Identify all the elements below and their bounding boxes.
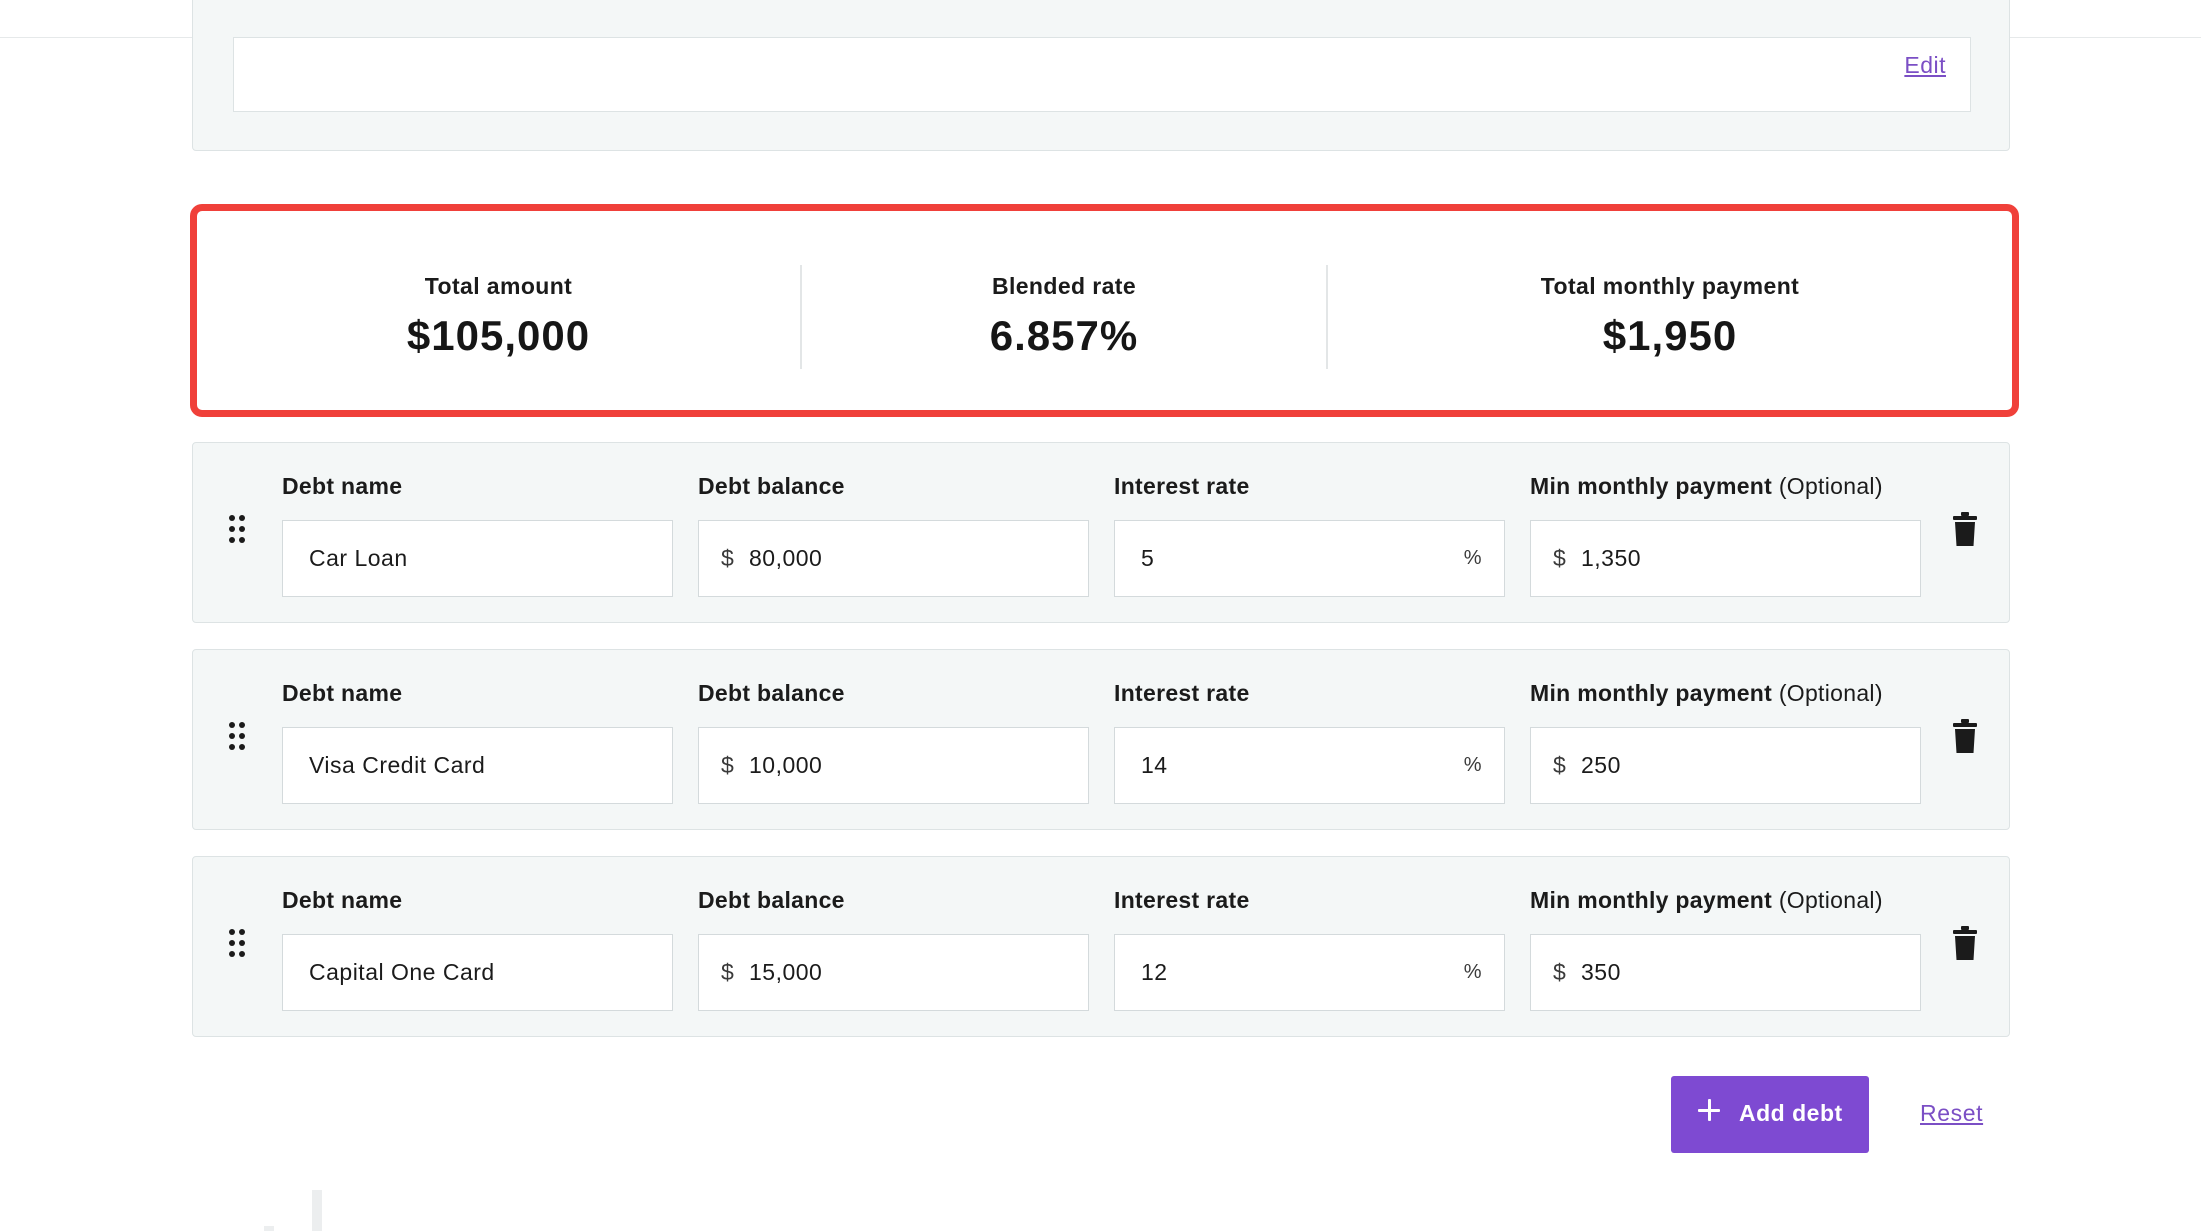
min-payment-label: Min monthly payment (Optional) bbox=[1530, 887, 1883, 914]
interest-rate-input[interactable]: 14 % bbox=[1114, 727, 1505, 804]
debt-balance-value: 80,000 bbox=[749, 545, 823, 571]
interest-rate-value: 12 bbox=[1141, 959, 1168, 985]
total-monthly-payment-label: Total monthly payment bbox=[1540, 273, 1800, 299]
debt-card: Debt name Car Loan Debt balance $ 80,000… bbox=[192, 442, 2010, 623]
optional-tag: (Optional) bbox=[1778, 680, 1883, 706]
debt-balance-input[interactable]: $ 10,000 bbox=[698, 727, 1089, 804]
drag-handle-icon[interactable] bbox=[229, 929, 249, 959]
debt-name-value: Car Loan bbox=[309, 545, 408, 571]
blended-rate-value: 6.857% bbox=[989, 312, 1139, 359]
currency-prefix: $ bbox=[1553, 545, 1567, 571]
currency-prefix: $ bbox=[721, 545, 735, 571]
min-payment-value: 350 bbox=[1581, 959, 1621, 985]
interest-rate-value: 14 bbox=[1141, 752, 1168, 778]
min-payment-input[interactable]: $ 350 bbox=[1530, 934, 1921, 1011]
min-payment-input[interactable]: $ 1,350 bbox=[1530, 520, 1921, 597]
debt-name-input[interactable]: Capital One Card bbox=[282, 934, 673, 1011]
trash-icon[interactable] bbox=[1953, 926, 1977, 960]
debt-name-input[interactable]: Visa Credit Card bbox=[282, 727, 673, 804]
optional-tag: (Optional) bbox=[1778, 887, 1883, 913]
chart-fragment bbox=[264, 1226, 274, 1231]
total-amount-label: Total amount bbox=[424, 273, 573, 299]
interest-rate-input[interactable]: 12 % bbox=[1114, 934, 1505, 1011]
reset-link[interactable]: Reset bbox=[1920, 1100, 1984, 1126]
min-payment-label: Min monthly payment (Optional) bbox=[1530, 680, 1883, 707]
debt-balance-label: Debt balance bbox=[698, 680, 845, 706]
chart-fragment bbox=[312, 1190, 322, 1231]
min-payment-label-text: Min monthly payment bbox=[1530, 473, 1773, 499]
debt-card: Debt name Capital One Card Debt balance … bbox=[192, 856, 2010, 1037]
currency-prefix: $ bbox=[1553, 959, 1567, 985]
debt-card: Debt name Visa Credit Card Debt balance … bbox=[192, 649, 2010, 830]
optional-tag: (Optional) bbox=[1778, 473, 1883, 499]
currency-prefix: $ bbox=[721, 959, 735, 985]
interest-rate-label: Interest rate bbox=[1114, 887, 1250, 913]
total-monthly-payment-stat: Total monthly payment $1,950 bbox=[1328, 211, 2012, 410]
min-payment-value: 1,350 bbox=[1581, 545, 1642, 571]
interest-rate-label: Interest rate bbox=[1114, 473, 1250, 499]
total-amount-value: $105,000 bbox=[406, 312, 591, 359]
drag-handle-icon[interactable] bbox=[229, 515, 249, 545]
trash-icon[interactable] bbox=[1953, 512, 1977, 546]
currency-prefix: $ bbox=[1553, 752, 1567, 778]
debt-balance-label: Debt balance bbox=[698, 887, 845, 913]
total-monthly-payment-value: $1,950 bbox=[1602, 312, 1738, 359]
debt-name-value: Capital One Card bbox=[309, 959, 495, 985]
min-payment-input[interactable]: $ 250 bbox=[1530, 727, 1921, 804]
min-payment-label: Min monthly payment (Optional) bbox=[1530, 473, 1883, 500]
interest-rate-label: Interest rate bbox=[1114, 680, 1250, 706]
edit-link[interactable]: Edit bbox=[1904, 52, 1946, 78]
debt-balance-value: 10,000 bbox=[749, 752, 823, 778]
percent-suffix: % bbox=[1463, 961, 1482, 983]
trash-icon[interactable] bbox=[1953, 719, 1977, 753]
summary-panel: Total amount $105,000 Blended rate 6.857… bbox=[190, 204, 2019, 417]
debt-name-value: Visa Credit Card bbox=[309, 752, 486, 778]
plus-icon bbox=[1697, 1098, 1721, 1122]
debt-balance-input[interactable]: $ 80,000 bbox=[698, 520, 1089, 597]
min-payment-label-text: Min monthly payment bbox=[1530, 680, 1773, 706]
interest-rate-value: 5 bbox=[1141, 545, 1155, 571]
debt-balance-value: 15,000 bbox=[749, 959, 823, 985]
debt-name-input[interactable]: Car Loan bbox=[282, 520, 673, 597]
previous-section-card: Edit bbox=[192, 0, 2010, 151]
debt-balance-label: Debt balance bbox=[698, 473, 845, 499]
total-amount-stat: Total amount $105,000 bbox=[197, 211, 800, 410]
min-payment-label-text: Min monthly payment bbox=[1530, 887, 1773, 913]
drag-handle-icon[interactable] bbox=[229, 722, 249, 752]
add-debt-button[interactable]: Add debt bbox=[1671, 1076, 1869, 1153]
percent-suffix: % bbox=[1463, 754, 1482, 776]
summary-divider bbox=[800, 265, 802, 369]
min-payment-value: 250 bbox=[1581, 752, 1621, 778]
summary-divider bbox=[1326, 265, 1328, 369]
currency-prefix: $ bbox=[721, 752, 735, 778]
interest-rate-input[interactable]: 5 % bbox=[1114, 520, 1505, 597]
debt-name-label: Debt name bbox=[282, 473, 403, 499]
debt-name-label: Debt name bbox=[282, 680, 403, 706]
blended-rate-label: Blended rate bbox=[991, 273, 1137, 299]
blended-rate-stat: Blended rate 6.857% bbox=[802, 211, 1326, 410]
add-debt-label: Add debt bbox=[1739, 1100, 1843, 1126]
previous-section-inner: Edit bbox=[233, 37, 1971, 112]
debt-balance-input[interactable]: $ 15,000 bbox=[698, 934, 1089, 1011]
percent-suffix: % bbox=[1463, 547, 1482, 569]
debt-name-label: Debt name bbox=[282, 887, 403, 913]
